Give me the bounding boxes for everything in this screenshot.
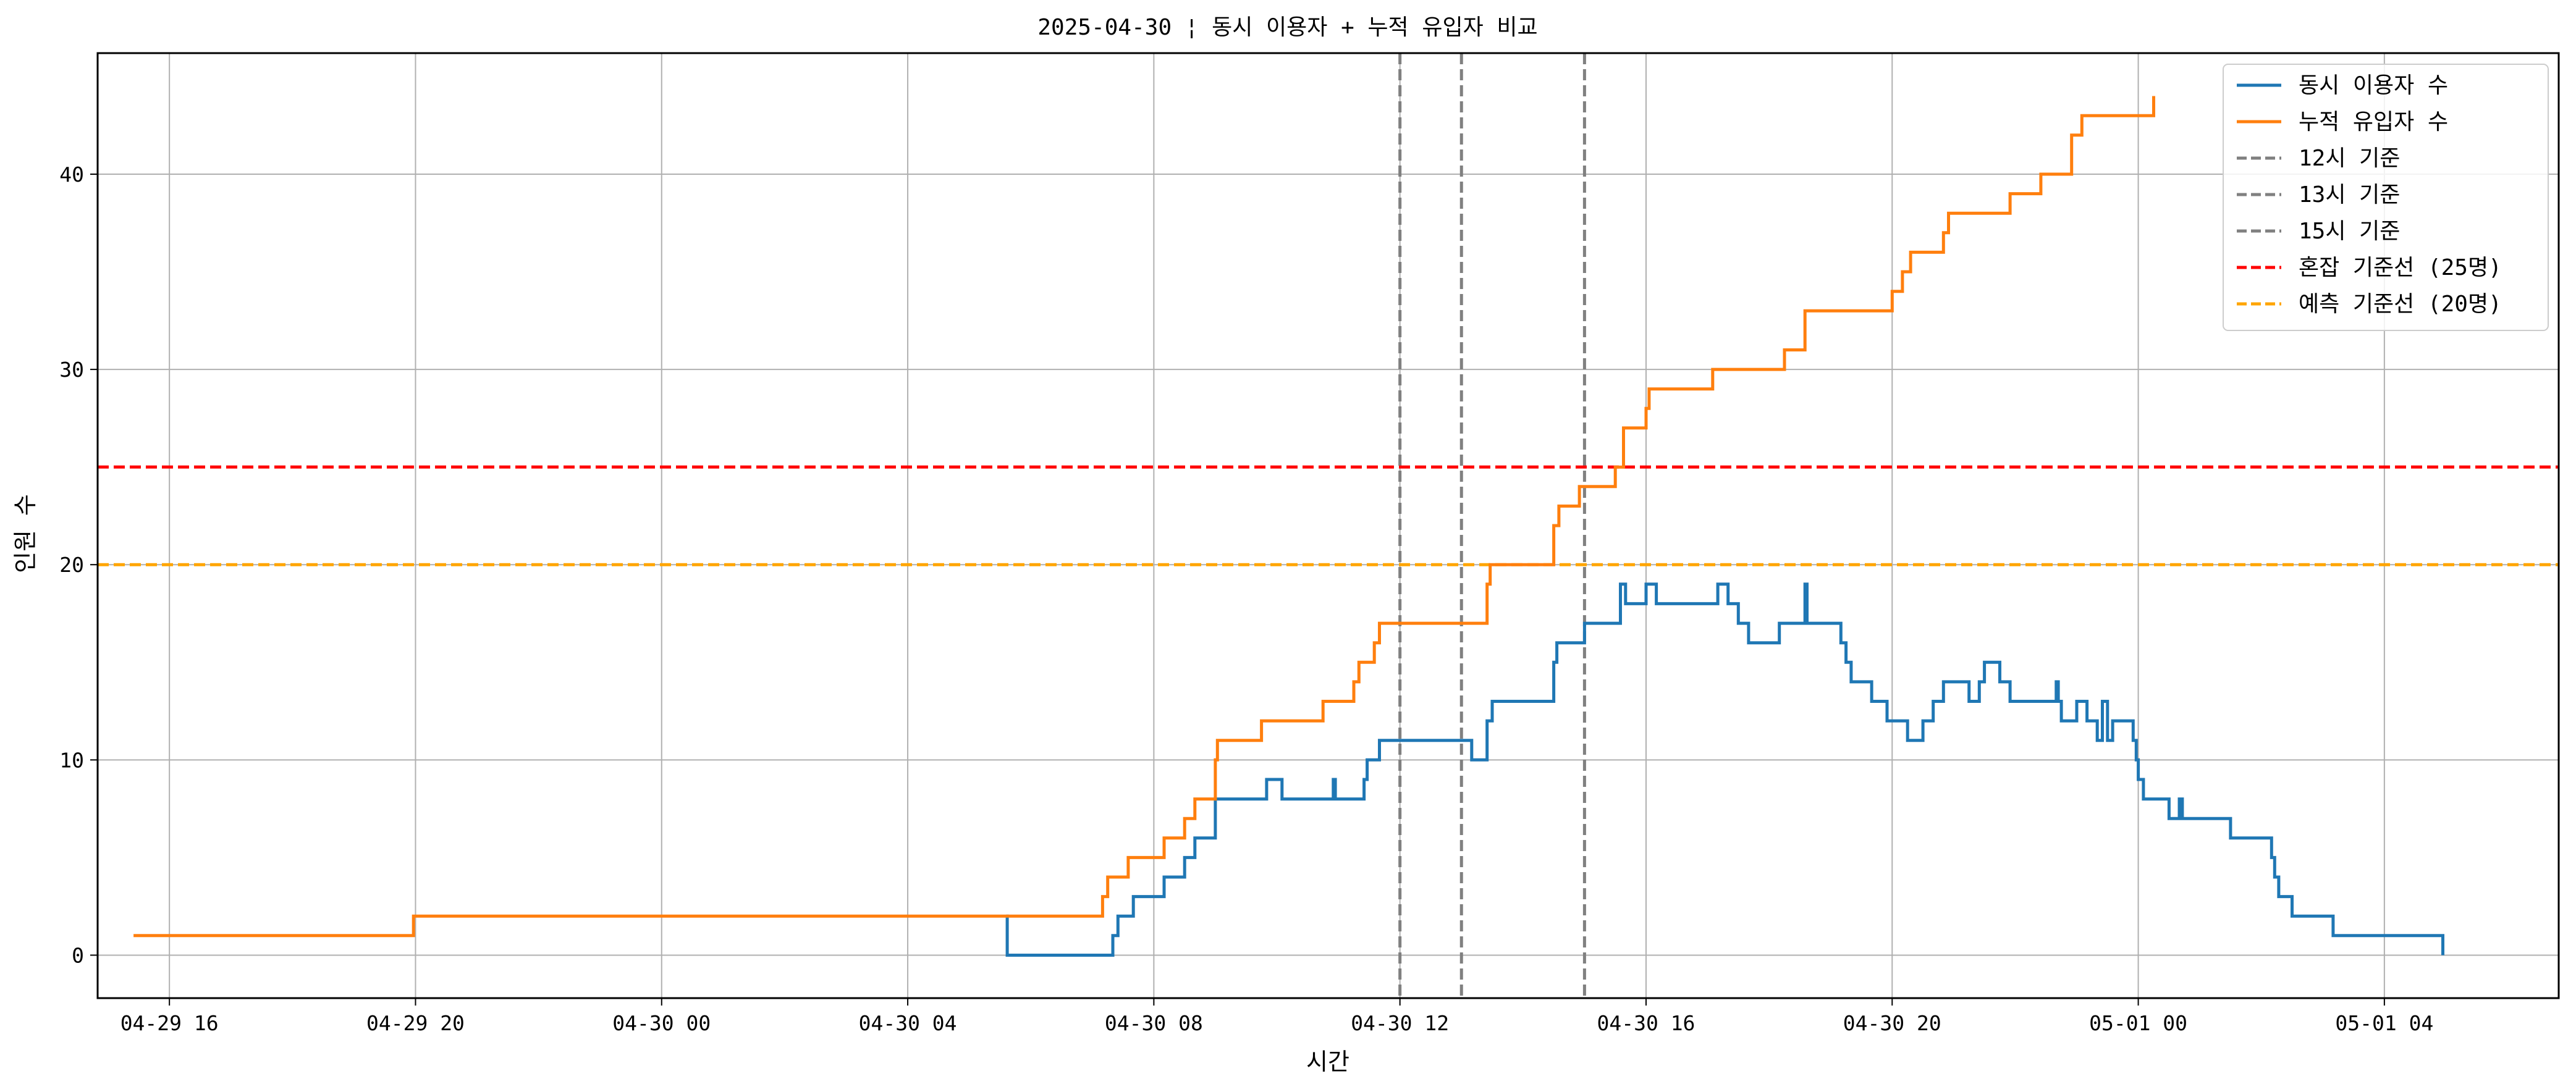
y-tick-label: 0 [72,943,84,967]
legend-label: 13시 기준 [2299,182,2400,208]
legend-label: 동시 이용자 수 [2299,73,2448,98]
chart-title: 2025-04-30 ¦ 동시 이용자 + 누적 유입자 비교 [1037,15,1537,40]
x-axis-label: 시간 [1306,1048,1349,1075]
x-tick-label: 04-30 08 [1105,1011,1203,1035]
y-tick-label: 10 [59,748,84,772]
y-tick-label: 40 [59,162,84,187]
series-line-2 [133,96,2155,938]
legend-label: 예측 기준선 (20명) [2299,292,2502,317]
x-tick-label: 04-30 00 [612,1011,711,1035]
y-axis-label: 인원 수 [12,494,39,573]
grid [98,53,2559,998]
series-lines [133,96,2444,957]
legend-label: 누적 유입자 수 [2299,109,2448,135]
reference-lines [98,53,2559,998]
legend-label: 혼잡 기준선 (25명) [2299,255,2502,280]
x-tick-label: 04-30 16 [1597,1011,1695,1035]
legend-label: 12시 기준 [2299,146,2400,171]
x-tick-label: 04-30 12 [1351,1011,1449,1035]
x-tick-label: 04-30 04 [859,1011,957,1035]
plot-frame [96,52,2560,999]
y-tick-label: 30 [59,358,84,382]
y-tick-label: 20 [59,553,84,577]
y-axis-ticks: 0 10 20 30 40 [59,162,98,967]
legend-label: 15시 기준 [2299,219,2400,244]
x-tick-label: 04-30 20 [1843,1011,1941,1035]
x-tick-label: 04-29 16 [120,1011,219,1035]
x-tick-label: 05-01 04 [2335,1011,2433,1035]
x-tick-label: 04-29 20 [366,1011,465,1035]
x-axis-ticks: 04-29 16 04-29 20 04-30 00 04-30 04 04-30 08… [120,998,2433,1035]
x-tick-label: 05-01 00 [2089,1011,2187,1035]
series-line-1 [1005,582,2444,957]
legend-box [2223,64,2549,331]
